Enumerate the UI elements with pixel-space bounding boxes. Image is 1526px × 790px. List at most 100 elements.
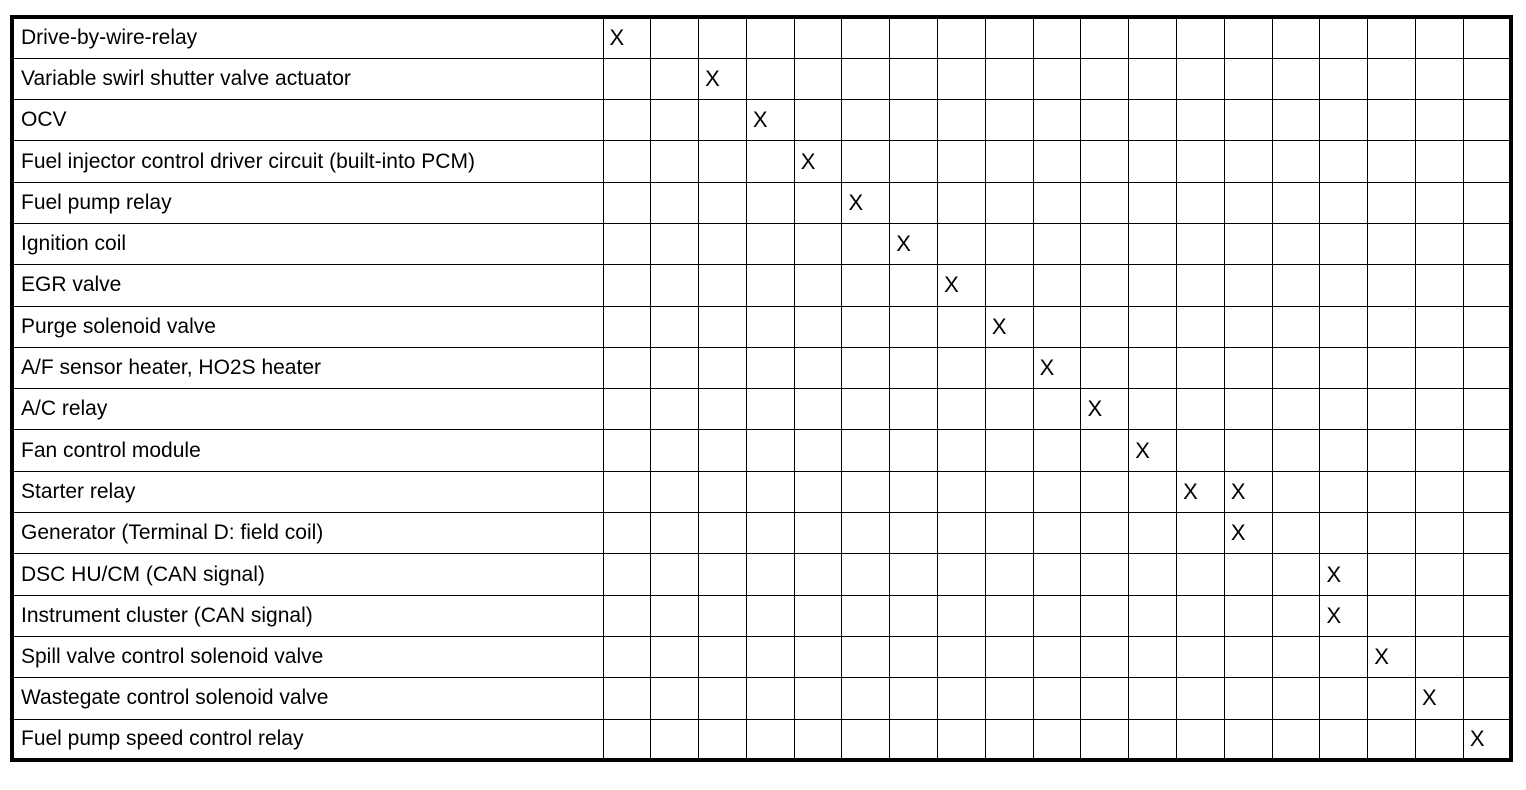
empty-cell: [698, 553, 747, 596]
empty-cell: [1080, 140, 1130, 183]
empty-cell: [698, 16, 747, 59]
empty-cell: [602, 388, 652, 431]
empty-cell: [889, 264, 939, 307]
empty-cell: [650, 16, 700, 59]
empty-cell: [1176, 388, 1225, 431]
empty-cell: [650, 718, 700, 761]
empty-cell: [1176, 429, 1225, 472]
empty-cell: [1176, 99, 1225, 142]
empty-cell: [1271, 222, 1321, 266]
empty-cell: [1319, 140, 1369, 183]
empty-cell: [1415, 222, 1464, 266]
mark-cell: X: [1319, 594, 1369, 637]
empty-cell: [745, 635, 795, 679]
empty-cell: [1223, 57, 1273, 101]
empty-cell: [1128, 305, 1178, 348]
empty-cell: [745, 140, 795, 183]
row-label: Fuel pump relay: [11, 181, 604, 224]
empty-cell: [698, 181, 747, 224]
empty-cell: [1319, 264, 1369, 307]
empty-cell: [937, 594, 986, 637]
empty-cell: [889, 553, 939, 596]
empty-cell: [1032, 470, 1082, 514]
empty-cell: [1271, 305, 1321, 348]
empty-cell: [1367, 470, 1417, 514]
empty-cell: [1080, 594, 1130, 637]
empty-cell: [1223, 677, 1273, 720]
table-row: Generator (Terminal D: field coil) X: [11, 512, 1512, 555]
empty-cell: [1080, 305, 1130, 348]
empty-cell: [1223, 635, 1273, 679]
row-label: Drive-by-wire-relay: [11, 16, 604, 59]
empty-cell: [1080, 635, 1130, 679]
empty-cell: [1080, 99, 1130, 142]
empty-cell: [650, 181, 700, 224]
row-label: Fuel pump speed control relay: [11, 718, 604, 761]
empty-cell: [1128, 99, 1178, 142]
empty-cell: [1415, 305, 1464, 348]
table-body: Drive-by-wire-relay X Variable swirl shutt…: [11, 16, 1512, 761]
mark-cell: X: [1080, 388, 1130, 431]
empty-cell: [1223, 305, 1273, 348]
empty-cell: [889, 594, 939, 637]
empty-cell: [841, 388, 891, 431]
empty-cell: [841, 305, 891, 348]
empty-cell: [841, 594, 891, 637]
table-row: Fuel pump speed control relay X: [11, 718, 1512, 761]
empty-cell: [1415, 264, 1464, 307]
table-row: Fuel pump relay X: [11, 181, 1512, 224]
empty-cell: [602, 512, 652, 555]
empty-cell: [1128, 470, 1178, 514]
empty-cell: [1271, 677, 1321, 720]
empty-cell: [1271, 181, 1321, 224]
empty-cell: [1032, 140, 1082, 183]
mark-cell: X: [1415, 677, 1464, 720]
empty-cell: [1080, 429, 1130, 472]
empty-cell: [1271, 264, 1321, 307]
empty-cell: [1319, 512, 1369, 555]
empty-cell: [1080, 677, 1130, 720]
empty-cell: [889, 346, 939, 390]
empty-cell: [602, 222, 652, 266]
empty-cell: [650, 346, 700, 390]
empty-cell: [1032, 57, 1082, 101]
empty-cell: [984, 553, 1034, 596]
empty-cell: [1128, 512, 1178, 555]
empty-cell: [1223, 718, 1273, 761]
empty-cell: [793, 57, 843, 101]
empty-cell: [1271, 429, 1321, 472]
mark-cell: X: [1223, 512, 1273, 555]
empty-cell: [841, 264, 891, 307]
empty-cell: [745, 553, 795, 596]
row-label: Variable swirl shutter valve actuator: [11, 57, 604, 101]
empty-cell: [698, 222, 747, 266]
empty-cell: [1462, 57, 1512, 101]
empty-cell: [1223, 264, 1273, 307]
empty-cell: [889, 718, 939, 761]
empty-cell: [1271, 99, 1321, 142]
table-row: Wastegate control solenoid valve X: [11, 677, 1512, 720]
empty-cell: [889, 635, 939, 679]
empty-cell: [1319, 388, 1369, 431]
empty-cell: [937, 305, 986, 348]
table-row: Drive-by-wire-relay X: [11, 16, 1512, 59]
empty-cell: [1319, 305, 1369, 348]
empty-cell: [1415, 718, 1464, 761]
empty-cell: [1223, 99, 1273, 142]
empty-cell: [793, 264, 843, 307]
empty-cell: [889, 512, 939, 555]
empty-cell: [937, 346, 986, 390]
empty-cell: [1176, 140, 1225, 183]
table-row: DSC HU/CM (CAN signal) X: [11, 553, 1512, 596]
empty-cell: [793, 222, 843, 266]
empty-cell: [650, 388, 700, 431]
empty-cell: [984, 181, 1034, 224]
empty-cell: [650, 429, 700, 472]
empty-cell: [1415, 635, 1464, 679]
mark-cell: X: [1128, 429, 1178, 472]
empty-cell: [841, 718, 891, 761]
empty-cell: [650, 140, 700, 183]
empty-cell: [1319, 16, 1369, 59]
empty-cell: [984, 635, 1034, 679]
empty-cell: [1080, 57, 1130, 101]
